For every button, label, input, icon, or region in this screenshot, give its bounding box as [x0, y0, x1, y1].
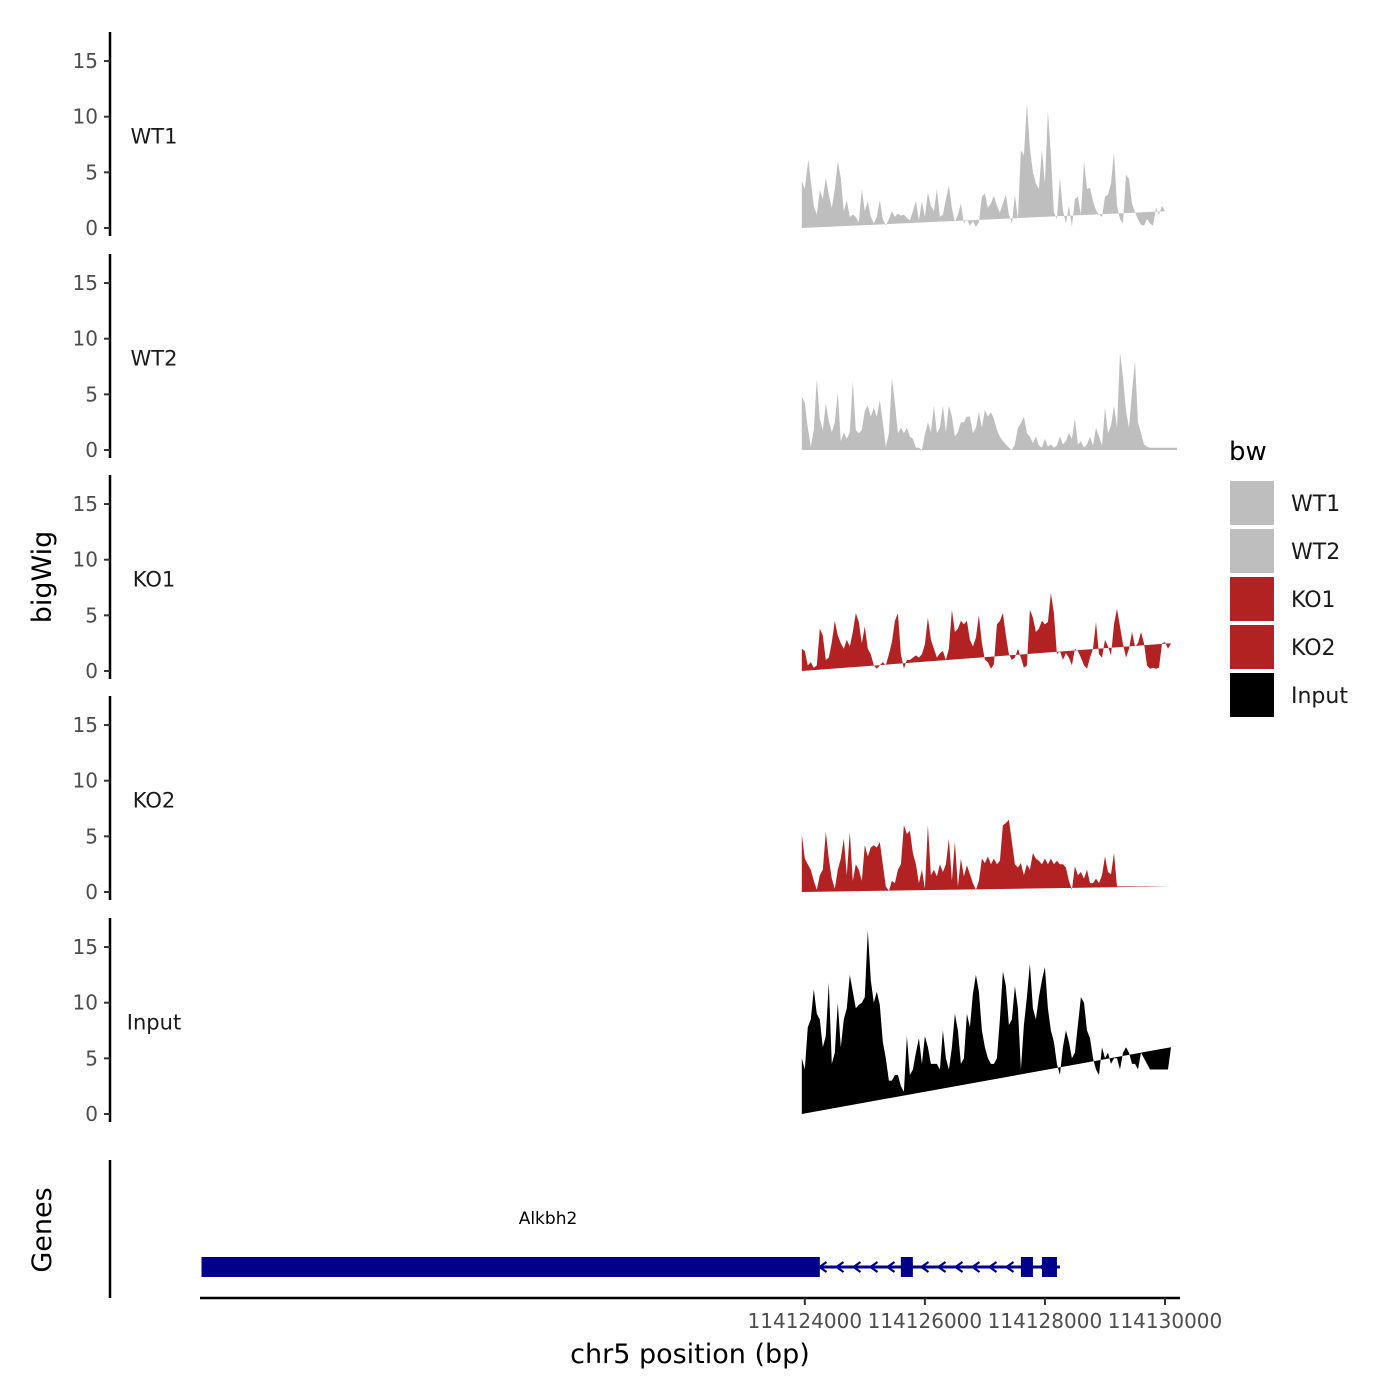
legend-label-wt1: WT1	[1291, 492, 1340, 517]
track-label-ko1: KO1	[133, 568, 176, 592]
y-tick-label: 10	[73, 105, 98, 129]
y-axis-title: bigWig	[27, 531, 58, 624]
track-panel-ko1: 0 5 10 15 KO1	[73, 475, 1171, 683]
y-tick-label: 15	[73, 935, 98, 959]
y-tick-label: 15	[73, 492, 98, 516]
exon-block	[1020, 1257, 1033, 1277]
y-tick-label: 10	[73, 548, 98, 572]
coverage-area-ko1	[801, 593, 1171, 671]
y-tick-label: 10	[73, 327, 98, 351]
track-label-wt1: WT1	[131, 125, 178, 149]
gene-track: Alkbh2	[108, 1160, 1060, 1298]
tracks-layer: 0 5 10 15 WT1 0 5 10 15 WT2 0 5 10 15 KO1 0 5 10 15 KO2 0 5 10…	[73, 32, 1177, 1126]
legend-title: bw	[1229, 437, 1267, 467]
track-label-wt2: WT2	[131, 347, 178, 371]
strand-arrow	[953, 1261, 964, 1273]
exon-block	[900, 1257, 913, 1277]
strand-arrow	[919, 1261, 930, 1273]
legend-label-wt2: WT2	[1291, 540, 1340, 565]
coverage-area-wt1	[801, 103, 1165, 228]
y-tick-label: 0	[85, 216, 98, 240]
y-tick-label: 5	[85, 603, 98, 627]
y-tick-label: 15	[73, 713, 98, 737]
track-panel-wt1: 0 5 10 15 WT1	[73, 32, 1165, 240]
y-tick-label: 10	[73, 991, 98, 1015]
y-tick-label: 5	[85, 382, 98, 406]
y-tick-label: 5	[85, 160, 98, 184]
coverage-area-input	[801, 930, 1171, 1114]
legend-label-ko2: KO2	[1291, 636, 1336, 661]
y-tick-label: 5	[85, 824, 98, 848]
strand-arrow	[970, 1261, 981, 1273]
y-tick-label: 0	[85, 1102, 98, 1126]
strand-arrow	[987, 1261, 998, 1273]
legend-swatch-ko1	[1228, 575, 1276, 623]
strand-arrow	[1004, 1261, 1015, 1273]
coverage-area-wt2	[801, 352, 1177, 450]
legend: bw WT1 WT2 KO1 KO2 Input	[1228, 437, 1348, 719]
y-tick-label: 5	[85, 1046, 98, 1070]
legend-label-input: Input	[1291, 684, 1348, 709]
x-axis-title: chr5 position (bp)	[570, 1339, 810, 1370]
legend-label-ko1: KO1	[1291, 588, 1336, 613]
track-label-ko2: KO2	[133, 789, 176, 813]
x-tick-label: 114124000	[748, 1309, 863, 1333]
strand-arrow	[851, 1261, 862, 1273]
y-tick-label: 10	[73, 769, 98, 793]
track-panel-ko2: 0 5 10 15 KO2	[73, 696, 1171, 904]
legend-swatch-input	[1228, 671, 1276, 719]
gene-name-label: Alkbh2	[519, 1209, 578, 1229]
strand-arrow	[834, 1261, 845, 1273]
y-tick-label: 0	[85, 880, 98, 904]
y-tick-label: 15	[73, 49, 98, 73]
track-label-input: Input	[127, 1011, 181, 1035]
legend-swatch-ko2	[1228, 623, 1276, 671]
track-panel-wt2: 0 5 10 15 WT2	[73, 254, 1177, 462]
strand-arrow	[885, 1261, 896, 1273]
track-panel-input: 0 5 10 15 Input	[73, 918, 1171, 1126]
x-tick-label: 114128000	[988, 1309, 1103, 1333]
y-tick-label: 0	[85, 659, 98, 683]
strand-arrow	[868, 1261, 879, 1273]
x-tick-label: 114130000	[1108, 1309, 1223, 1333]
genes-axis-title: Genes	[27, 1187, 58, 1272]
x-tick-label: 114126000	[868, 1309, 983, 1333]
y-tick-label: 15	[73, 271, 98, 295]
strand-arrow	[936, 1261, 947, 1273]
exon-block	[1041, 1257, 1057, 1277]
coverage-area-ko2	[801, 819, 1171, 892]
x-axis: 114124000 114126000 114128000 114130000	[200, 1296, 1223, 1333]
legend-swatch-wt1	[1228, 479, 1276, 527]
y-tick-label: 0	[85, 438, 98, 462]
legend-swatch-wt2	[1228, 527, 1276, 575]
exon-block	[201, 1257, 820, 1277]
